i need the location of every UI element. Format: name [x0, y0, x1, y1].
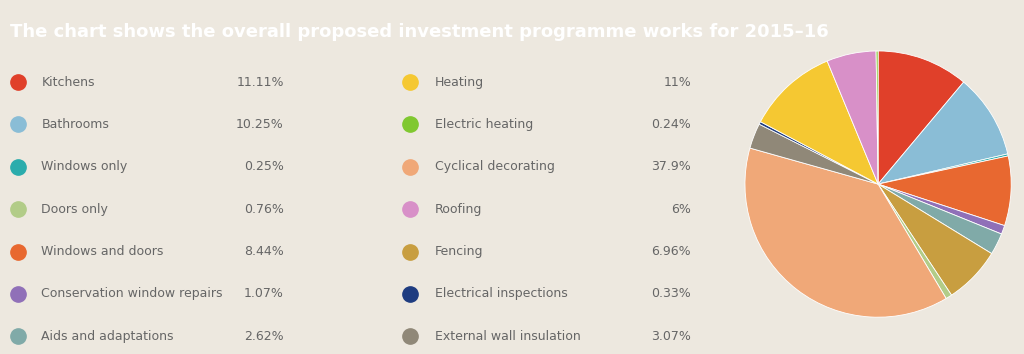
- Text: 37.9%: 37.9%: [651, 160, 691, 173]
- Text: 0.76%: 0.76%: [244, 202, 284, 216]
- Text: External wall insulation: External wall insulation: [435, 330, 581, 343]
- Text: 3.07%: 3.07%: [651, 330, 691, 343]
- Text: 0.33%: 0.33%: [651, 287, 691, 301]
- Text: 1.07%: 1.07%: [244, 287, 284, 301]
- Text: 0.24%: 0.24%: [651, 118, 691, 131]
- Wedge shape: [878, 51, 964, 184]
- Text: Aids and adaptations: Aids and adaptations: [41, 330, 174, 343]
- Text: Electric heating: Electric heating: [435, 118, 534, 131]
- Wedge shape: [878, 82, 1008, 184]
- Text: 6%: 6%: [671, 202, 691, 216]
- Text: 11%: 11%: [664, 75, 691, 88]
- Wedge shape: [877, 51, 879, 184]
- Wedge shape: [878, 184, 991, 295]
- Text: Cyclical decorating: Cyclical decorating: [435, 160, 555, 173]
- Text: Doors only: Doors only: [41, 202, 109, 216]
- Text: The chart shows the overall proposed investment programme works for 2015–16: The chart shows the overall proposed inv…: [10, 23, 829, 41]
- Wedge shape: [878, 184, 951, 298]
- Text: Heating: Heating: [435, 75, 484, 88]
- Wedge shape: [827, 51, 878, 184]
- Wedge shape: [878, 184, 1005, 234]
- Wedge shape: [750, 124, 878, 184]
- Text: 11.11%: 11.11%: [237, 75, 284, 88]
- Text: 2.62%: 2.62%: [245, 330, 284, 343]
- Text: Windows only: Windows only: [41, 160, 128, 173]
- Text: Conservation window repairs: Conservation window repairs: [41, 287, 223, 301]
- Text: 0.25%: 0.25%: [244, 160, 284, 173]
- Text: 6.96%: 6.96%: [651, 245, 691, 258]
- Wedge shape: [761, 61, 878, 184]
- Text: 10.25%: 10.25%: [237, 118, 284, 131]
- Wedge shape: [878, 184, 1001, 253]
- Text: 8.44%: 8.44%: [244, 245, 284, 258]
- Wedge shape: [745, 148, 946, 317]
- Text: Bathrooms: Bathrooms: [41, 118, 110, 131]
- Text: Windows and doors: Windows and doors: [41, 245, 164, 258]
- Text: Fencing: Fencing: [435, 245, 483, 258]
- Text: Roofing: Roofing: [435, 202, 482, 216]
- Wedge shape: [759, 122, 878, 184]
- Wedge shape: [878, 154, 1009, 184]
- Wedge shape: [878, 156, 1012, 225]
- Text: Electrical inspections: Electrical inspections: [435, 287, 567, 301]
- Text: Kitchens: Kitchens: [41, 75, 95, 88]
